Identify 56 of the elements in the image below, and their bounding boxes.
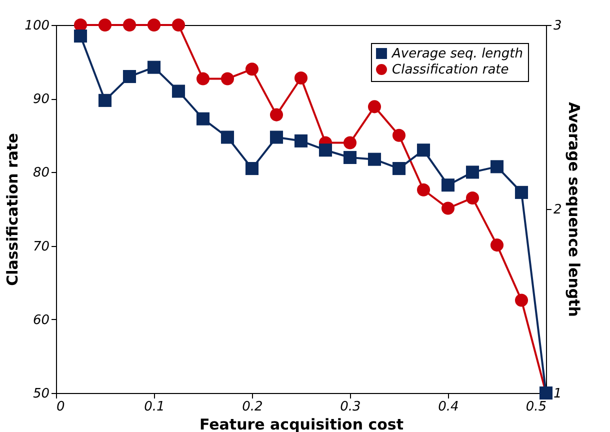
- legend-label: Average seq. length: [391, 46, 524, 62]
- point: [514, 186, 528, 199]
- point: [466, 191, 480, 204]
- y-tick-label: 60: [32, 312, 50, 328]
- point: [392, 162, 406, 176]
- y-tick-label: 50: [32, 386, 50, 402]
- y2-tick-label: 3: [554, 18, 562, 34]
- point: [122, 70, 136, 84]
- y-tick-label: 90: [32, 92, 50, 108]
- point: [122, 18, 136, 32]
- point: [220, 130, 234, 144]
- point: [343, 136, 357, 150]
- point: [392, 128, 406, 142]
- point: [514, 294, 528, 307]
- point: [368, 152, 382, 166]
- point: [318, 144, 332, 157]
- point: [416, 183, 430, 196]
- point: [343, 150, 357, 164]
- point: [147, 18, 161, 32]
- point: [74, 30, 88, 43]
- point: [270, 108, 284, 122]
- y2-axis-title: Average sequence length: [564, 102, 583, 317]
- point: [74, 18, 88, 32]
- point: [490, 238, 504, 252]
- y-tick-label: 100: [24, 18, 50, 34]
- y-tick-label: 80: [32, 166, 50, 181]
- point: [245, 162, 259, 176]
- y-tick-label: 70: [32, 239, 50, 254]
- point: [172, 84, 186, 98]
- x-tick-label: 0.2: [242, 400, 263, 414]
- point: [98, 94, 112, 107]
- point: [147, 60, 161, 74]
- point: [368, 100, 382, 114]
- point: [98, 18, 112, 32]
- point: [270, 130, 284, 144]
- x-tick-label: 0.5: [526, 400, 546, 414]
- y-axis-title: Classification rate: [4, 133, 22, 286]
- x-tick-label: 0.1: [144, 400, 165, 414]
- point: [441, 178, 455, 192]
- point: [466, 166, 480, 179]
- point: [490, 160, 504, 174]
- point: [196, 112, 210, 126]
- point: [245, 62, 259, 76]
- point: [441, 202, 455, 215]
- y2-tick-label: 2: [554, 202, 562, 218]
- point: [196, 72, 210, 86]
- point: [294, 134, 308, 148]
- point: [172, 18, 186, 32]
- point: [294, 71, 308, 84]
- point: [220, 72, 234, 86]
- y2-tick-label: 1: [554, 386, 562, 402]
- legend-label: Classification rate: [392, 62, 509, 78]
- point: [416, 144, 430, 157]
- x-tick-label: 0.3: [340, 400, 361, 414]
- x-tick-label: 0.4: [438, 400, 459, 414]
- x-tick-label: 0: [56, 400, 65, 414]
